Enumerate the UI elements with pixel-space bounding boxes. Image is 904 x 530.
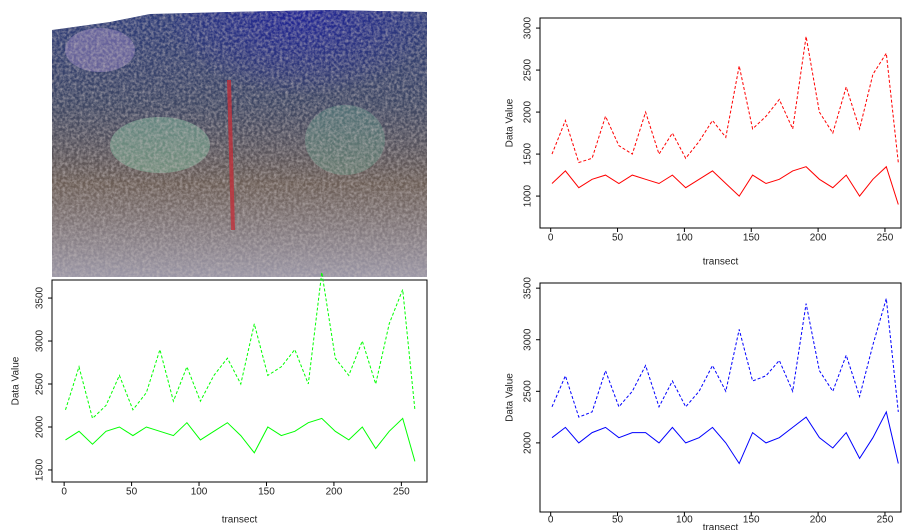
y-tick-label: 2000 xyxy=(523,431,534,454)
x-tick-label: 200 xyxy=(810,515,827,526)
x-tick-label: 0 xyxy=(548,233,554,244)
image-transect xyxy=(227,79,235,231)
x-axis-label: transect xyxy=(222,515,258,526)
x-tick-label: 150 xyxy=(743,515,760,526)
x-tick-label: 250 xyxy=(393,487,410,498)
x-tick-label: 200 xyxy=(326,487,343,498)
y-tick-label: 2500 xyxy=(35,372,46,395)
x-tick-label: 100 xyxy=(676,233,693,244)
y-axis-label: Data Value xyxy=(505,98,516,147)
plot-frame xyxy=(539,17,902,229)
y-tick-label: 1500 xyxy=(523,143,534,166)
image-texture xyxy=(52,10,427,277)
y-tick-label: 2500 xyxy=(523,59,534,82)
x-tick-label: 50 xyxy=(612,515,624,526)
y-tick-label: 2000 xyxy=(523,101,534,124)
plot-frame xyxy=(539,282,902,513)
x-tick-label: 100 xyxy=(191,487,208,498)
y-axis-label: Data Value xyxy=(505,373,516,422)
x-tick-label: 0 xyxy=(548,515,554,526)
x-tick-label: 100 xyxy=(676,515,693,526)
y-axis-label: Data Value xyxy=(11,356,22,405)
data-line xyxy=(65,417,416,462)
x-tick-label: 50 xyxy=(126,487,138,498)
x-tick-label: 150 xyxy=(743,233,760,244)
plot-frame xyxy=(51,279,428,483)
y-tick-label: 3000 xyxy=(523,328,534,351)
data-line xyxy=(65,272,416,420)
y-tick-label: 1000 xyxy=(523,185,534,208)
x-axis-label: transect xyxy=(703,257,739,268)
y-tick-label: 3000 xyxy=(35,329,46,352)
data-line xyxy=(551,36,899,164)
data-line xyxy=(551,165,899,205)
x-tick-label: 250 xyxy=(877,233,894,244)
x-tick-label: 250 xyxy=(877,515,894,526)
y-tick-label: 1500 xyxy=(35,458,46,481)
satellite-image xyxy=(52,10,427,277)
y-tick-label: 3000 xyxy=(523,17,534,40)
y-tick-label: 2000 xyxy=(35,415,46,438)
y-tick-label: 3500 xyxy=(523,277,534,300)
x-tick-label: 150 xyxy=(258,487,275,498)
x-axis-label: transect xyxy=(703,523,739,530)
data-line xyxy=(551,410,899,465)
y-tick-label: 3500 xyxy=(35,286,46,309)
x-tick-label: 50 xyxy=(612,233,624,244)
x-tick-label: 200 xyxy=(810,233,827,244)
x-tick-label: 0 xyxy=(61,487,67,498)
data-line xyxy=(551,298,899,418)
y-tick-label: 2500 xyxy=(523,380,534,403)
